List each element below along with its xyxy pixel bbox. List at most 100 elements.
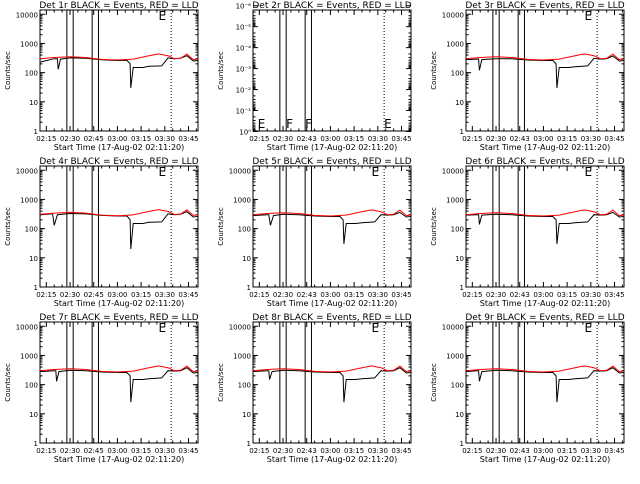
x-tick-label: 02:43 [297, 291, 317, 299]
x-tick-label: 02:15 [462, 291, 482, 299]
x-tick-label: 03:00 [107, 447, 127, 455]
y-tick-label: 10 [242, 411, 251, 419]
x-tick-label: 03:30 [155, 447, 175, 455]
x-tick-label: 03:45 [604, 135, 624, 143]
flag-annotation: E [258, 117, 266, 131]
y-axis-label: Counts/sec [217, 51, 225, 90]
chart-title: Det 9r BLACK = Events, RED = LLD [465, 313, 624, 323]
x-tick-label: 03:00 [320, 447, 340, 455]
x-tick-label: 02:15 [249, 135, 269, 143]
y-tick-label: 10 [242, 255, 251, 263]
chart-title: Det 5r BLACK = Events, RED = LLD [252, 157, 411, 167]
flag-annotation: E [159, 165, 167, 179]
series-line-events [252, 367, 412, 403]
flag-annotation: E [585, 321, 593, 335]
x-tick-label: 03:15 [557, 291, 577, 299]
x-tick-label: 03:30 [368, 291, 388, 299]
x-tick-label: 02:43 [297, 447, 317, 455]
x-tick-label: 03:45 [391, 291, 411, 299]
x-tick-label: 03:30 [368, 135, 388, 143]
y-tick-label: 10 [455, 255, 464, 263]
x-tick-label: 03:30 [581, 135, 601, 143]
chart-panel-det3r: Det 3r BLACK = Events, RED = LLD 1 10 100 10… [430, 1, 625, 152]
x-tick-label: 03:00 [107, 135, 127, 143]
x-axis-label: Start Time (17-Aug-02 02:11:20) [54, 143, 185, 152]
y-tick-label: 10000 [16, 323, 38, 331]
y-tick-label: 1000 [20, 40, 38, 48]
x-axis-label: Start Time (17-Aug-02 02:11:20) [54, 299, 185, 308]
y-tick-label: 10⁻³ [236, 66, 252, 74]
x-tick-label: 02:15 [462, 447, 482, 455]
chart-panel-det4r: Det 4r BLACK = Events, RED = LLD 1 10 100 10… [4, 157, 199, 308]
x-axis-label: Start Time (17-Aug-02 02:11:20) [480, 143, 611, 152]
x-tick-label: 02:30 [60, 291, 80, 299]
y-tick-label: 100 [25, 226, 38, 234]
plot-frame [39, 165, 199, 288]
x-tick-label: 02:15 [36, 291, 56, 299]
x-axis-label: Start Time (17-Aug-02 02:11:20) [480, 455, 611, 464]
x-tick-label: 02:43 [510, 447, 530, 455]
series-line-events [252, 211, 412, 244]
series-line-events [39, 211, 199, 250]
x-tick-label: 03:45 [391, 447, 411, 455]
x-tick-label: 03:15 [131, 135, 151, 143]
x-tick-label: 03:30 [368, 447, 388, 455]
y-tick-label: 10000 [442, 11, 464, 19]
x-tick-label: 02:30 [486, 447, 506, 455]
series-line-events [465, 211, 625, 244]
y-tick-label: 10000 [229, 167, 251, 175]
plot-frame [39, 321, 199, 444]
flag-annotation: F [305, 117, 312, 131]
chart-title: Det 8r BLACK = Events, RED = LLD [252, 313, 411, 323]
y-tick-label: 10000 [16, 11, 38, 19]
x-tick-label: 03:15 [131, 291, 151, 299]
y-tick-label: 10 [29, 255, 38, 263]
y-axis-label: Counts/sec [430, 51, 438, 90]
series-line-events [39, 367, 199, 403]
y-tick-label: 1000 [233, 196, 251, 204]
x-tick-label: 03:00 [533, 291, 553, 299]
x-tick-label: 03:00 [107, 291, 127, 299]
y-tick-label: 1 [460, 440, 464, 448]
x-tick-label: 02:43 [510, 135, 530, 143]
y-tick-label: 10000 [16, 167, 38, 175]
series-line-events [465, 367, 625, 403]
chart-panel-det6r: Det 6r BLACK = Events, RED = LLD 1 10 100 10… [430, 157, 625, 308]
x-tick-label: 03:15 [557, 447, 577, 455]
x-tick-label: 03:45 [178, 447, 198, 455]
chart-panel-det5r: Det 5r BLACK = Events, RED = LLD 1 10 100 10… [217, 157, 412, 308]
x-axis-label: Start Time (17-Aug-02 02:11:20) [267, 143, 398, 152]
y-tick-label: 1 [34, 128, 38, 136]
y-tick-label: 1 [34, 284, 38, 292]
y-tick-label: 100 [451, 382, 464, 390]
y-tick-label: 10⁻⁶ [236, 3, 252, 11]
y-axis-label: Counts/sec [217, 363, 225, 402]
x-tick-label: 03:00 [533, 135, 553, 143]
y-tick-label: 10 [455, 411, 464, 419]
flag-annotation: E [585, 9, 593, 23]
y-tick-label: 10 [455, 99, 464, 107]
x-tick-label: 02:30 [273, 135, 293, 143]
series-line-lld [465, 53, 625, 61]
x-tick-label: 03:30 [581, 291, 601, 299]
series-line-lld [39, 53, 199, 61]
x-axis-label: Start Time (17-Aug-02 02:11:20) [267, 299, 398, 308]
flag-annotation: E [159, 321, 167, 335]
flag-annotation: E [159, 9, 167, 23]
x-tick-label: 02:30 [486, 291, 506, 299]
x-tick-label: 03:30 [155, 291, 175, 299]
x-tick-label: 03:15 [557, 135, 577, 143]
chart-panel-det2r: Det 2r BLACK = Events, RED = LLD 10⁰ 10⁻¹ 1… [217, 1, 412, 152]
plot-frame [252, 9, 412, 132]
x-tick-label: 03:45 [178, 291, 198, 299]
series-line-lld [39, 365, 199, 373]
series-line-lld [252, 365, 412, 373]
x-tick-label: 02:43 [297, 135, 317, 143]
chart-title: Det 3r BLACK = Events, RED = LLD [465, 1, 624, 11]
y-tick-label: 100 [25, 70, 38, 78]
y-tick-label: 100 [25, 382, 38, 390]
y-axis-label: Counts/sec [430, 363, 438, 402]
y-tick-label: 10 [29, 99, 38, 107]
x-tick-label: 03:00 [320, 135, 340, 143]
